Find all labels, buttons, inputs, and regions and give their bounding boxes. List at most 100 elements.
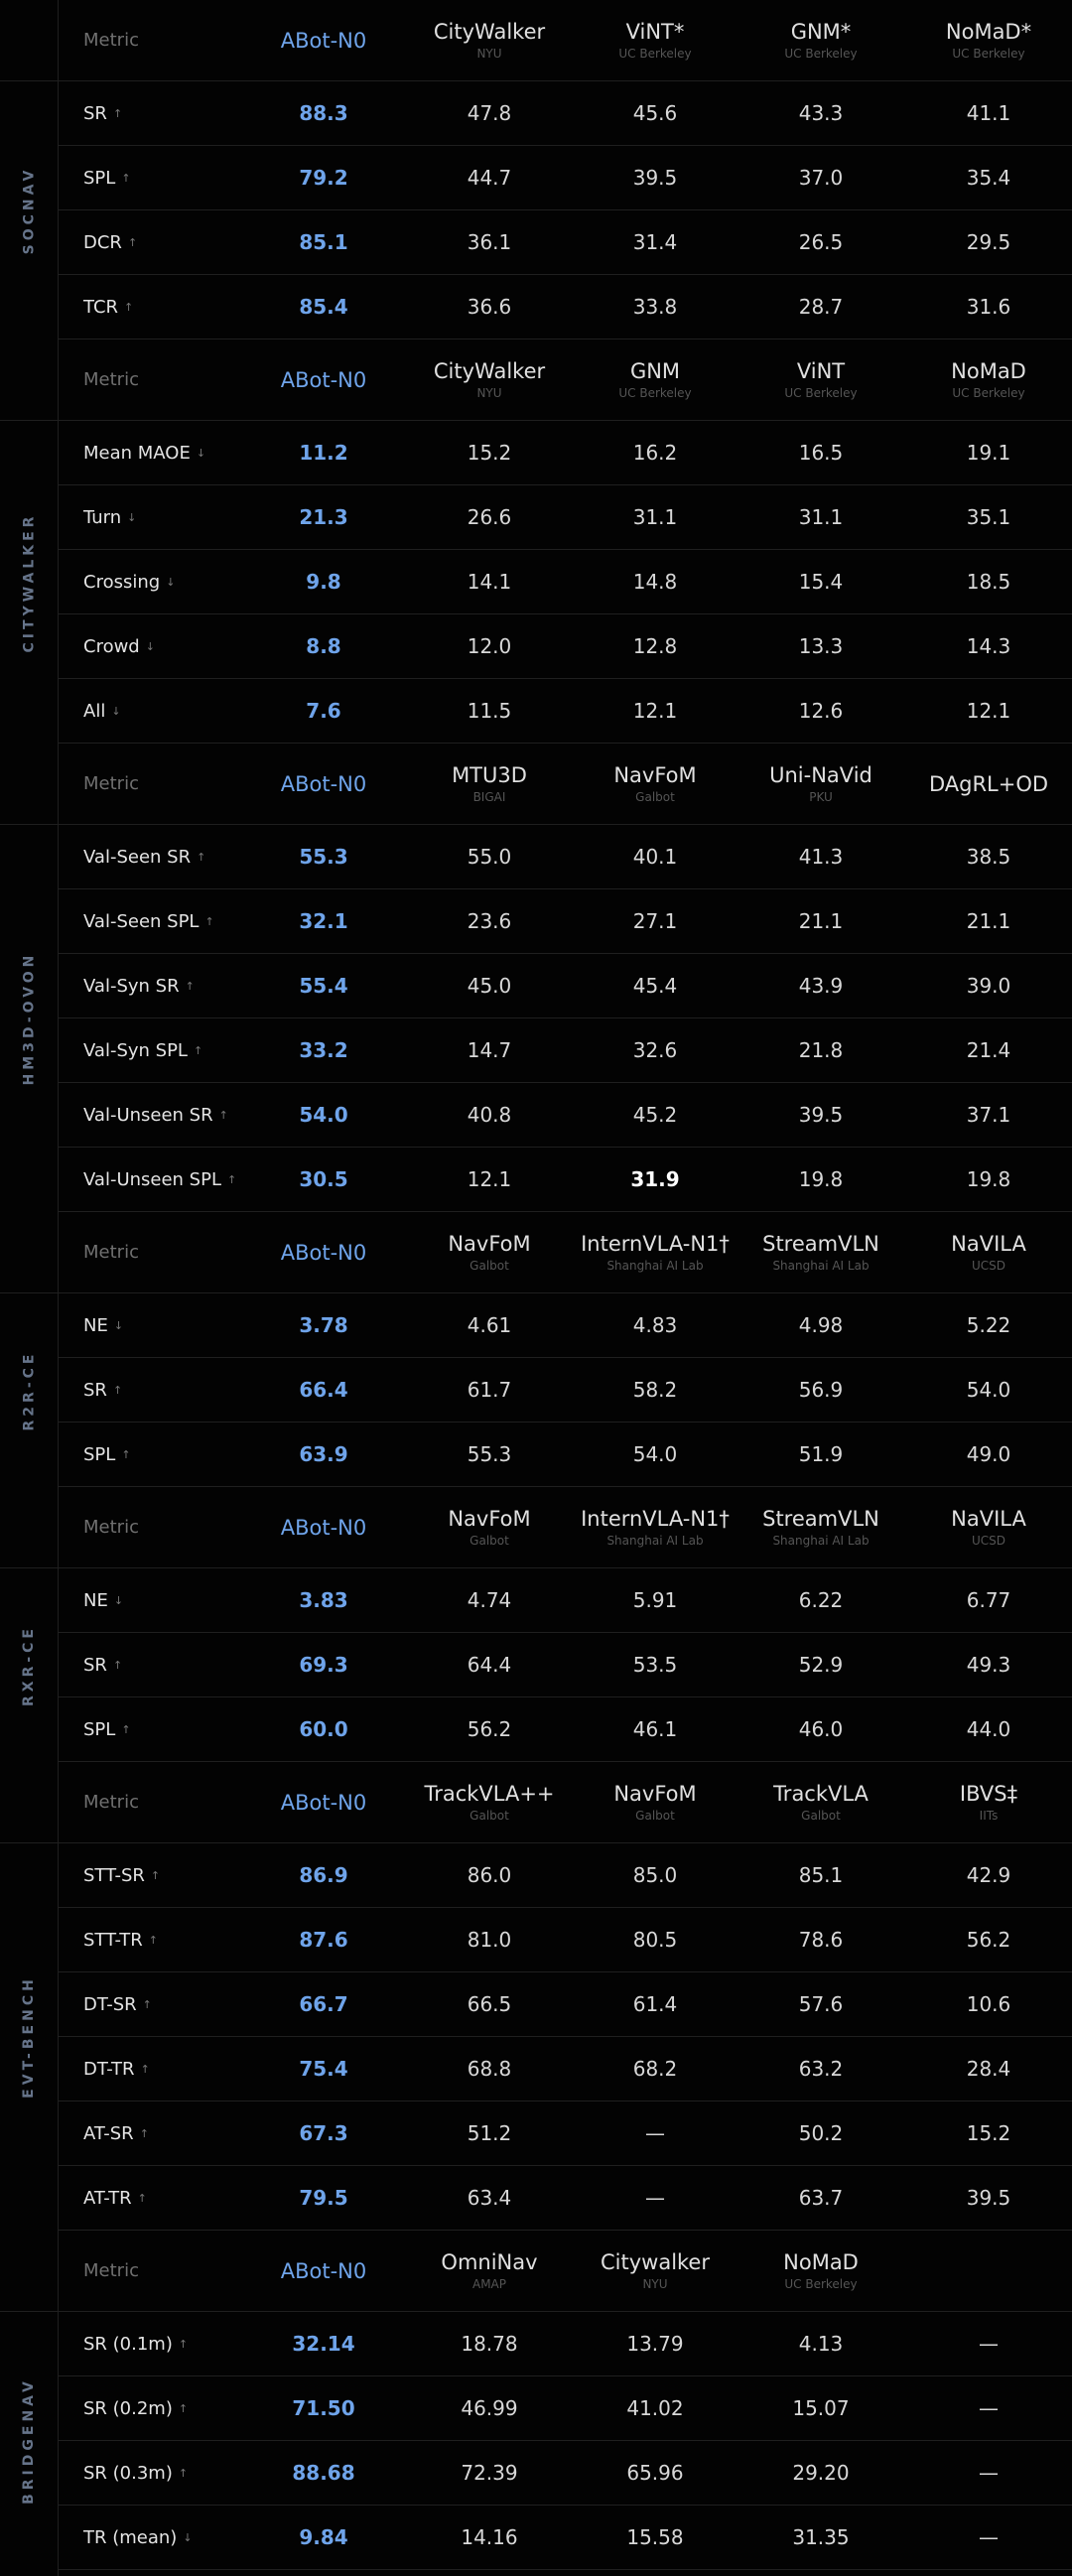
header-row: Metric ABot-N0 NavFoM Galbot InternVLA-N1† Sh… [0,1487,1072,1568]
value-cell: 45.0 [407,954,573,1017]
model-affiliation: Galbot [469,1259,509,1273]
value-cell: 54.0 [241,1083,407,1147]
value: 28.4 [966,2057,1011,2081]
metric-cell: DT-SR ↑ [83,1972,152,2036]
data-row: SPL ↑ 63.9 55.3 54.0 51.9 49.0 [58,1423,1072,1487]
value-cell: 21.4 [906,1018,1072,1082]
value: 26.6 [467,505,512,529]
value-cell: 14.1 [407,550,573,613]
value-cell: 33.8 [573,275,738,339]
section-label: HM3D-OVON [0,825,58,1212]
value: 79.5 [299,2186,348,2210]
model-name: CityWalker [433,359,546,383]
model-affiliation: UCSD [971,1534,1006,1548]
metric-name: STT-TR [83,1929,143,1951]
value: 78.6 [798,1928,844,1952]
model-name: NoMaD* [945,20,1032,44]
metric-header-text: Metric [83,773,139,794]
model-header: CityWalker NYU [407,339,573,420]
value-cell: 40.1 [573,825,738,888]
model-affiliation: Galbot [635,790,675,804]
value: 63.4 [467,2186,512,2210]
value-cell: 5.91 [573,1568,738,1632]
value-cell: 21.1 [906,889,1072,953]
value-cell: 55.3 [407,1423,573,1486]
value: 45.0 [467,974,512,998]
model-name: InternVLA-N1† [581,1232,730,1256]
value-cell: 85.1 [738,1843,904,1907]
metric-header: Metric [83,1762,139,1842]
metric-name: DT-SR [83,1993,137,2015]
value: — [645,2186,665,2210]
metric-header: Metric [83,744,139,824]
model-header: DAgRL+OD [906,744,1072,824]
value: 19.8 [966,1167,1011,1191]
data-row: Crossing ↓ 9.8 14.1 14.8 15.4 18.5 [58,550,1072,614]
value-cell: 31.9 [573,1148,738,1211]
value-cell: 8.8 [241,614,407,678]
value: 18.5 [966,570,1011,594]
value: 55.4 [299,974,348,998]
metric-name: SPL [83,167,116,189]
value-cell: 19.8 [738,1148,904,1211]
value-cell: 16.2 [573,421,738,484]
section-label-text: SOCNAV [21,166,38,255]
value-cell: 31.1 [573,485,738,549]
metric-cell: Val-Seen SPL ↑ [83,889,214,953]
data-row: STT-TR ↑ 87.6 81.0 80.5 78.6 56.2 [58,1908,1072,1972]
value: 28.7 [798,295,844,319]
value-cell: 56.2 [407,1697,573,1761]
value-cell: 63.7 [738,2166,904,2230]
value: 13.79 [626,2332,684,2356]
value-cell: 85.0 [573,1843,738,1907]
value-cell: 32.1 [241,889,407,953]
metric-header: Metric [83,1212,139,1292]
value: 21.1 [966,909,1011,933]
data-row: TR (mean) ↓ 9.84 14.16 15.58 31.35 — [58,2506,1072,2570]
data-row: Crowd ↓ 8.8 12.0 12.8 13.3 14.3 [58,614,1072,679]
model-header: ABot-N0 [241,2231,407,2311]
metric-name: DCR [83,231,122,253]
value: 36.6 [467,295,512,319]
value: 49.3 [966,1653,1011,1677]
value: 3.78 [299,1313,348,1337]
value-cell: 56.9 [738,1358,904,1422]
data-row: Val-Syn SR ↑ 55.4 45.0 45.4 43.9 39.0 [58,954,1072,1018]
value: 43.3 [798,101,844,125]
value-cell: 27.1 [573,889,738,953]
value-cell: 46.99 [407,2376,573,2440]
value-cell: 12.0 [407,614,573,678]
value: 67.3 [299,2121,348,2145]
value: 58.2 [632,1378,678,1402]
value: 66.4 [299,1378,348,1402]
value-cell: 4.61 [407,1293,573,1357]
value-cell: 49.0 [906,1423,1072,1486]
value-cell: 3.83 [241,1568,407,1632]
value-cell: 4.83 [573,1293,738,1357]
value: 23.6 [467,909,512,933]
value: 80.5 [632,1928,678,1952]
value: 69.3 [299,1653,348,1677]
data-row: All ↓ 7.6 11.5 12.1 12.6 12.1 [58,679,1072,744]
model-header: ABot-N0 [241,1762,407,1842]
direction-arrow: ↑ [112,1658,123,1672]
value-cell: 21.3 [241,485,407,549]
value: 88.3 [299,101,348,125]
value: 32.1 [299,909,348,933]
value: 31.1 [798,505,844,529]
value-cell: 36.1 [407,210,573,274]
data-row: DT-TR ↑ 75.4 68.8 68.2 63.2 28.4 [58,2037,1072,2101]
value: 56.2 [966,1928,1011,1952]
model-header: Uni-NaVid PKU [738,744,904,824]
data-row: SR (0.1m) ↑ 32.14 18.78 13.79 4.13 — [58,2312,1072,2376]
value: 5.22 [966,1313,1011,1337]
model-header: InternVLA-N1† Shanghai AI Lab [573,1212,738,1292]
value-cell: 44.0 [906,1697,1072,1761]
value-cell: 15.4 [738,550,904,613]
model-affiliation: UC Berkeley [784,2277,858,2291]
direction-arrow: ↑ [178,2337,189,2351]
data-row: Turn ↓ 21.3 26.6 31.1 31.1 35.1 [58,485,1072,550]
value: 53.5 [632,1653,678,1677]
metric-cell: Val-Syn SR ↑ [83,954,195,1017]
direction-arrow: ↑ [121,1447,131,1461]
